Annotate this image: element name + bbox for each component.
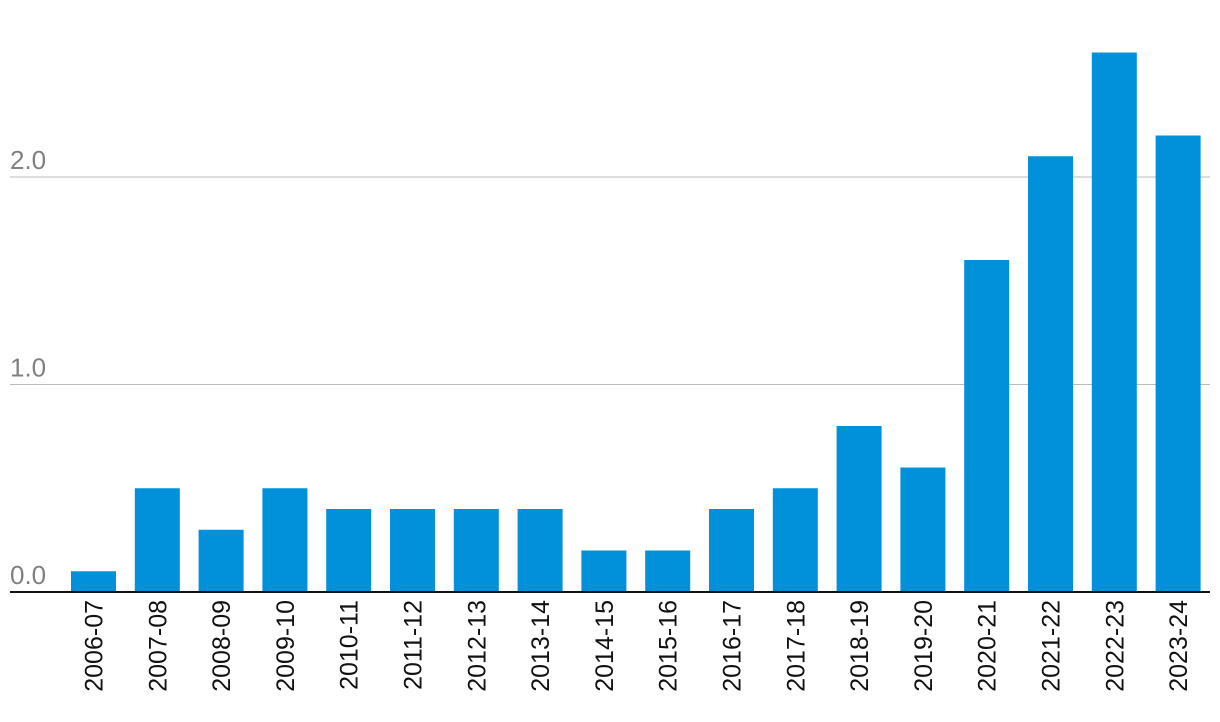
bar — [581, 550, 627, 592]
bar — [326, 509, 372, 592]
x-tick-label: 2021-22 — [1038, 600, 1066, 692]
x-tick-label: 2015-16 — [655, 600, 683, 692]
bar — [1091, 52, 1137, 592]
x-tick-label: 2014-15 — [591, 600, 619, 692]
bar — [198, 529, 244, 592]
bars — [71, 52, 1201, 592]
bar — [772, 488, 818, 592]
bar — [262, 488, 308, 592]
bar — [964, 260, 1010, 592]
x-tick-label: 2023-24 — [1165, 600, 1193, 692]
x-tick-label: 2022-23 — [1101, 600, 1129, 692]
bar — [390, 509, 435, 592]
y-tick-label: 0.0 — [10, 560, 46, 590]
gridlines — [10, 176, 1210, 385]
x-tick-label: 2020-21 — [974, 600, 1002, 692]
x-tick-label: 2012-13 — [463, 600, 491, 692]
x-tick-label: 2018-19 — [846, 600, 874, 692]
x-tick-label: 2008-09 — [208, 600, 236, 692]
bar — [900, 467, 946, 592]
x-tick-label: 2019-20 — [910, 600, 938, 692]
x-tick-label: 2007-08 — [144, 600, 172, 692]
y-tick-label: 1.0 — [10, 353, 46, 383]
x-tick-label: 2009-10 — [272, 600, 300, 692]
x-tick-label: 2010-11 — [336, 600, 364, 690]
x-tick-label: 2017-18 — [782, 600, 810, 692]
x-axis-ticks: 2006-07 2007-08 2008-09 2009-10 2010-11 2011-… — [81, 600, 1194, 692]
bar — [709, 509, 754, 592]
bar — [836, 426, 882, 592]
x-tick-label: 2013-14 — [527, 600, 555, 692]
bar — [71, 571, 116, 592]
x-tick-label: 2016-17 — [719, 600, 747, 692]
x-tick-label: 2006-07 — [81, 600, 109, 692]
bar — [645, 550, 691, 592]
bar — [453, 509, 499, 592]
bar — [134, 488, 180, 592]
y-axis-ticks: 0.0 1.0 2.0 — [10, 145, 46, 590]
x-tick-label: 2011-12 — [400, 600, 428, 690]
bar — [1028, 156, 1073, 592]
y-tick-label: 2.0 — [10, 145, 46, 175]
bar — [1155, 135, 1201, 592]
bar — [517, 509, 563, 592]
